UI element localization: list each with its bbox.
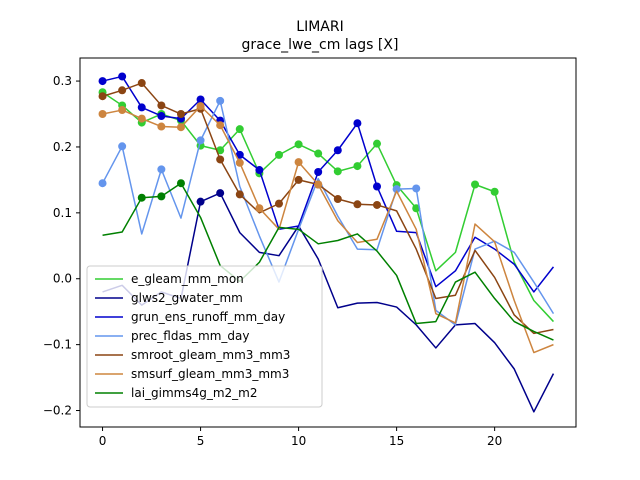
- y-tick-label: 0.2: [53, 140, 72, 154]
- data-point: [294, 158, 303, 167]
- data-point: [118, 86, 127, 95]
- data-point: [294, 175, 303, 184]
- data-point: [333, 146, 342, 155]
- x-tick-label: 15: [389, 434, 404, 448]
- data-point: [216, 155, 225, 164]
- data-point: [235, 158, 244, 167]
- data-point: [137, 114, 146, 123]
- data-point: [196, 136, 205, 145]
- data-point: [176, 123, 185, 132]
- data-point: [137, 193, 146, 202]
- legend-label: lai_gimms4g_m2_m2: [131, 386, 258, 400]
- data-point: [98, 110, 107, 119]
- legend-frame: [86, 265, 323, 408]
- data-point: [118, 72, 127, 81]
- chart-subtitle: grace_lwe_cm lags [X]: [242, 37, 399, 53]
- y-tick-label: −0.2: [43, 404, 72, 418]
- data-point: [157, 122, 166, 131]
- legend: e_gleam_mm_mon glws2_gwater_mm grun_ens_ru…: [86, 265, 323, 408]
- data-point: [412, 204, 421, 213]
- data-point: [118, 106, 127, 115]
- data-point: [490, 187, 499, 196]
- chart-title: LIMARI: [296, 19, 343, 35]
- data-point: [98, 77, 107, 86]
- data-point: [176, 110, 185, 119]
- data-point: [196, 197, 205, 206]
- legend-label: glws2_gwater_mm: [131, 291, 243, 305]
- plot-area: [98, 72, 555, 413]
- data-point: [333, 167, 342, 176]
- y-tick-label: 0.1: [53, 206, 72, 220]
- data-point: [333, 195, 342, 204]
- legend-label: prec_fldas_mm_day: [131, 329, 250, 343]
- data-point: [235, 150, 244, 159]
- series-grun_ens_runoff_mm_day: [98, 72, 555, 293]
- data-point: [373, 182, 382, 191]
- data-point: [314, 167, 323, 176]
- y-tick-label: −0.1: [43, 338, 72, 352]
- data-point: [314, 180, 323, 189]
- series-smsurf_gleam_mm3_mm3: [98, 102, 554, 354]
- x-tick-label: 20: [487, 434, 502, 448]
- data-point: [353, 162, 362, 171]
- data-point: [353, 119, 362, 128]
- series-prec_fldas_mm_day: [98, 96, 555, 326]
- data-point: [157, 111, 166, 120]
- data-point: [176, 179, 185, 188]
- axes-frame: [79, 57, 577, 428]
- series-lai_gimms4g_m2_m2: [102, 179, 554, 341]
- data-point: [98, 179, 107, 188]
- data-point: [157, 101, 166, 110]
- data-point: [294, 140, 303, 149]
- legend-label: smroot_gleam_mm3_mm3: [131, 348, 290, 362]
- data-point: [412, 184, 421, 193]
- legend-label: grun_ens_runoff_mm_day: [131, 310, 285, 324]
- data-point: [157, 192, 166, 201]
- data-point: [235, 125, 244, 134]
- data-point: [196, 102, 205, 111]
- data-point: [353, 200, 362, 209]
- data-point: [118, 142, 127, 151]
- data-point: [137, 103, 146, 112]
- x-tick-label: 5: [197, 434, 205, 448]
- legend-label: e_gleam_mm_mon: [131, 272, 244, 286]
- data-point: [471, 180, 480, 189]
- x-tick-label: 10: [291, 434, 306, 448]
- data-point: [98, 92, 107, 101]
- data-point: [157, 165, 166, 174]
- y-tick-label: 0.3: [53, 74, 72, 88]
- data-point: [373, 139, 382, 148]
- data-point: [274, 150, 283, 159]
- data-point: [137, 79, 146, 88]
- data-point: [235, 190, 244, 199]
- data-point: [314, 149, 323, 158]
- data-point: [373, 200, 382, 209]
- data-point: [216, 96, 225, 105]
- data-point: [255, 166, 264, 175]
- legend-label: smsurf_gleam_mm3_mm3: [131, 367, 289, 381]
- data-point: [274, 199, 283, 208]
- series-smroot_gleam_mm3_mm3: [98, 79, 554, 335]
- data-point: [255, 204, 264, 213]
- data-point: [196, 95, 205, 104]
- data-point: [216, 121, 225, 130]
- data-point: [392, 185, 401, 194]
- axis-ticks: 0 5 10 15 20 −0.2 −0.1 0.0 0.1 0.2 0.3: [43, 74, 502, 448]
- series-line: [101, 100, 555, 326]
- y-tick-label: 0.0: [53, 272, 72, 286]
- data-point: [216, 189, 225, 198]
- x-tick-label: 0: [99, 434, 107, 448]
